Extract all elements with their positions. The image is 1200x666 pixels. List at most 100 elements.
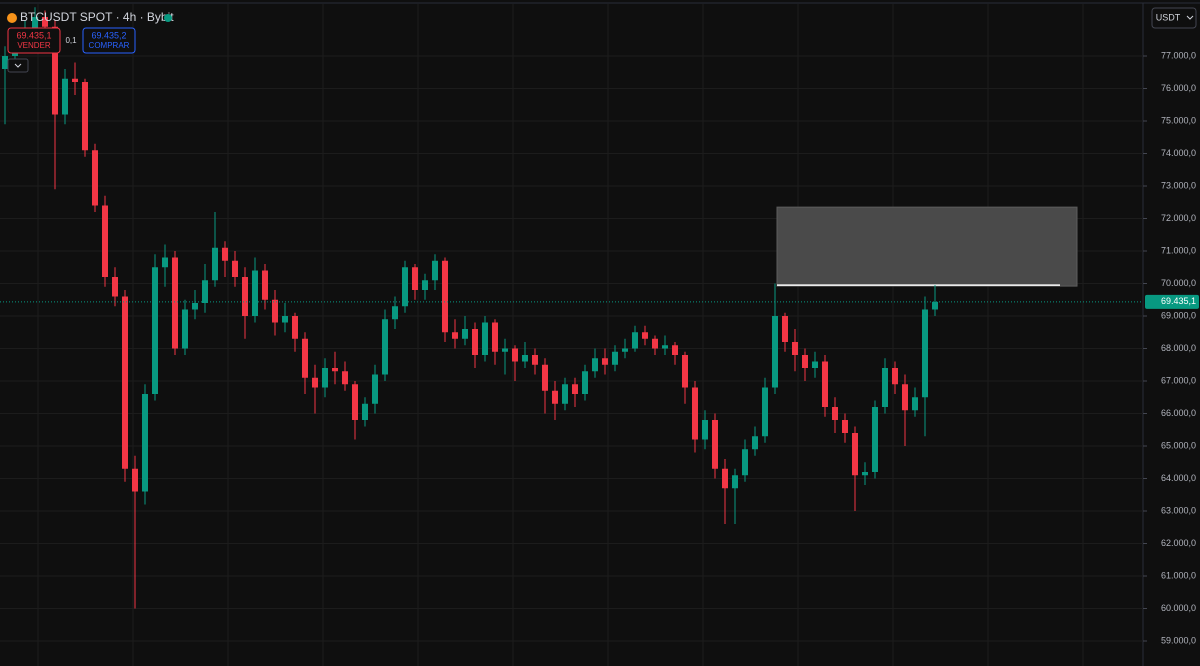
candle-body xyxy=(222,247,228,261)
candle-body xyxy=(562,384,568,404)
buy-price[interactable]: 69.435,2 xyxy=(91,30,126,40)
candle-body xyxy=(402,267,408,307)
candle-body xyxy=(912,397,918,411)
candle-body xyxy=(112,277,118,297)
currency-button[interactable] xyxy=(1151,7,1197,29)
sell-button[interactable] xyxy=(7,27,61,54)
collapse-icon xyxy=(14,63,22,68)
candle-body xyxy=(452,332,458,339)
sell-price[interactable]: 69.435,1 xyxy=(16,30,51,40)
plot: 59.000,0 60.000,0 61.000,0 62.000,0 63.000,0… xyxy=(0,7,1199,645)
collapse-button[interactable] xyxy=(7,58,29,73)
y-tick-label: 60.000,0 xyxy=(1161,603,1196,613)
candle-body xyxy=(122,296,128,469)
candle-body xyxy=(62,78,68,115)
candle-body xyxy=(732,475,738,489)
symbol-title: BTCUSDT SPOT · 4h · Bybit xyxy=(20,10,174,24)
candle-body xyxy=(892,368,898,385)
buy-button[interactable] xyxy=(82,27,136,54)
buy-label[interactable]: COMPRAR xyxy=(89,41,130,50)
candle-body xyxy=(612,351,618,365)
candle-body xyxy=(312,377,318,388)
candle-body xyxy=(32,16,38,30)
y-tick-label: 75.000,0 xyxy=(1161,115,1196,125)
currency[interactable]: USDT xyxy=(1156,12,1181,22)
last-price-label: 69.435,1 xyxy=(1161,296,1196,306)
candle-body xyxy=(722,468,728,489)
candle-body xyxy=(422,280,428,291)
candle-body xyxy=(512,348,518,362)
candle-body xyxy=(862,472,868,476)
candle-body xyxy=(772,316,778,388)
y-tick-label: 74.000,0 xyxy=(1161,148,1196,158)
candle-body xyxy=(762,387,768,437)
candle-body xyxy=(792,342,798,356)
y-tick-label: 61.000,0 xyxy=(1161,570,1196,580)
candle-body xyxy=(462,329,468,339)
candle-body xyxy=(432,260,438,281)
candle-body xyxy=(162,257,168,268)
candle-body xyxy=(442,260,448,333)
y-tick-label: 71.000,0 xyxy=(1161,245,1196,255)
candle-body xyxy=(482,322,488,356)
candle-body xyxy=(932,301,938,310)
candle-body xyxy=(282,316,288,323)
candle-body xyxy=(502,348,508,352)
candle-body xyxy=(842,420,848,434)
candle-body xyxy=(412,267,418,291)
candle-body xyxy=(642,332,648,339)
candle-body xyxy=(232,260,238,278)
quantity[interactable]: 0,1 xyxy=(65,36,77,45)
candle-body xyxy=(182,309,188,349)
candle-body xyxy=(292,316,298,339)
candle-body xyxy=(592,358,598,372)
candle-body xyxy=(132,468,138,492)
candle-body xyxy=(82,81,88,151)
candle-body xyxy=(692,387,698,440)
candle-body xyxy=(52,26,58,115)
candle-body xyxy=(832,407,838,421)
candle-body xyxy=(352,384,358,421)
candle-body xyxy=(902,384,908,411)
sell-label[interactable]: VENDER xyxy=(17,41,51,50)
candle-body xyxy=(872,407,878,473)
candle-body xyxy=(2,55,8,69)
candle-body xyxy=(802,355,808,369)
candle-body xyxy=(702,420,708,440)
candle-body xyxy=(42,16,48,27)
candle-body xyxy=(142,394,148,492)
candle-body xyxy=(72,78,78,82)
currency-icon xyxy=(1186,15,1194,20)
last-price-box xyxy=(1145,294,1199,309)
candle-body xyxy=(322,368,328,388)
candle-body xyxy=(202,280,208,304)
candle-body xyxy=(782,316,788,343)
candle-body xyxy=(272,299,278,323)
candle-body xyxy=(752,436,758,450)
candle-body xyxy=(522,355,528,362)
candle-body xyxy=(532,355,538,365)
candle-body xyxy=(632,332,638,349)
candle-body xyxy=(662,345,668,349)
candle-body xyxy=(172,257,178,349)
candle-body xyxy=(392,306,398,320)
candle-body xyxy=(472,329,478,356)
candle-body xyxy=(922,309,928,398)
candle-body xyxy=(852,433,858,476)
y-tick-label: 65.000,0 xyxy=(1161,440,1196,450)
candle-body xyxy=(492,322,498,352)
y-tick-label: 69.000,0 xyxy=(1161,310,1196,320)
candle-body xyxy=(302,338,308,378)
candle-body xyxy=(382,319,388,375)
candle-body xyxy=(602,358,608,365)
candle-body xyxy=(712,420,718,469)
market-status xyxy=(164,14,172,22)
y-tick-label: 77.000,0 xyxy=(1161,50,1196,60)
y-tick-label: 73.000,0 xyxy=(1161,180,1196,190)
candle-body xyxy=(552,390,558,404)
y-tick-label: 68.000,0 xyxy=(1161,343,1196,353)
candle-body xyxy=(332,368,338,372)
y-tick-label: 76.000,0 xyxy=(1161,83,1196,93)
